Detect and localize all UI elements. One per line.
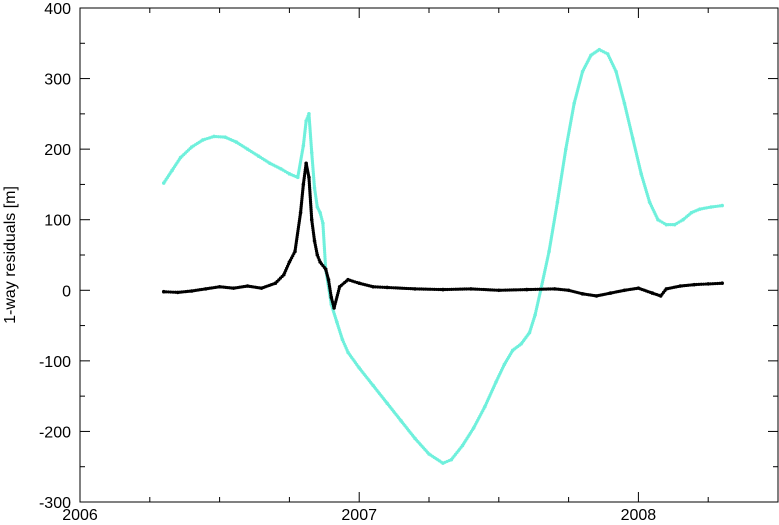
axis-ticks — [79, 7, 779, 503]
data-point — [720, 203, 724, 208]
y-tick-label: 200 — [44, 142, 71, 159]
x-tick-label: 2008 — [621, 507, 657, 524]
trace-dot — [711, 282, 715, 286]
series-0 — [161, 47, 724, 465]
trace-dot — [164, 290, 168, 294]
trace-dot — [169, 290, 173, 294]
trace-dot — [166, 290, 171, 294]
y-tick-label: 400 — [44, 1, 71, 18]
trace-dot — [701, 282, 706, 286]
trace-dot — [715, 281, 720, 286]
trace-dot — [373, 285, 378, 289]
y-tick-label: -100 — [39, 354, 71, 371]
series-1 — [161, 161, 724, 310]
x-tick-label: 2007 — [341, 507, 377, 524]
y-tick-label: -200 — [39, 424, 71, 441]
data-point — [692, 282, 697, 287]
y-tick-label: 0 — [62, 283, 71, 300]
y-tick-label: 100 — [44, 213, 71, 230]
data-series — [161, 47, 724, 465]
x-tick-label: 2006 — [62, 507, 98, 524]
trace-dot — [697, 282, 701, 287]
data-point — [161, 289, 166, 294]
trace-dot — [713, 281, 717, 286]
plot-frame — [79, 7, 779, 503]
data-point — [720, 281, 724, 286]
y-axis-label: 1-way residuals [m] — [2, 186, 19, 324]
data-point — [371, 284, 375, 289]
trace-dot — [376, 285, 380, 289]
y-tick-label: 300 — [44, 72, 71, 89]
trace-dot — [378, 285, 382, 289]
trace-dot — [694, 282, 699, 287]
trace-dot — [708, 282, 713, 286]
y-tick-label: -300 — [39, 495, 71, 512]
data-point — [706, 282, 710, 286]
axis-tick-labels: -300 -200 -100 0 100 200 300 400 2006 2007 2008 — [39, 1, 656, 524]
trace-dot — [171, 290, 175, 294]
trace-dot — [699, 282, 703, 286]
trace-dot — [380, 285, 385, 289]
